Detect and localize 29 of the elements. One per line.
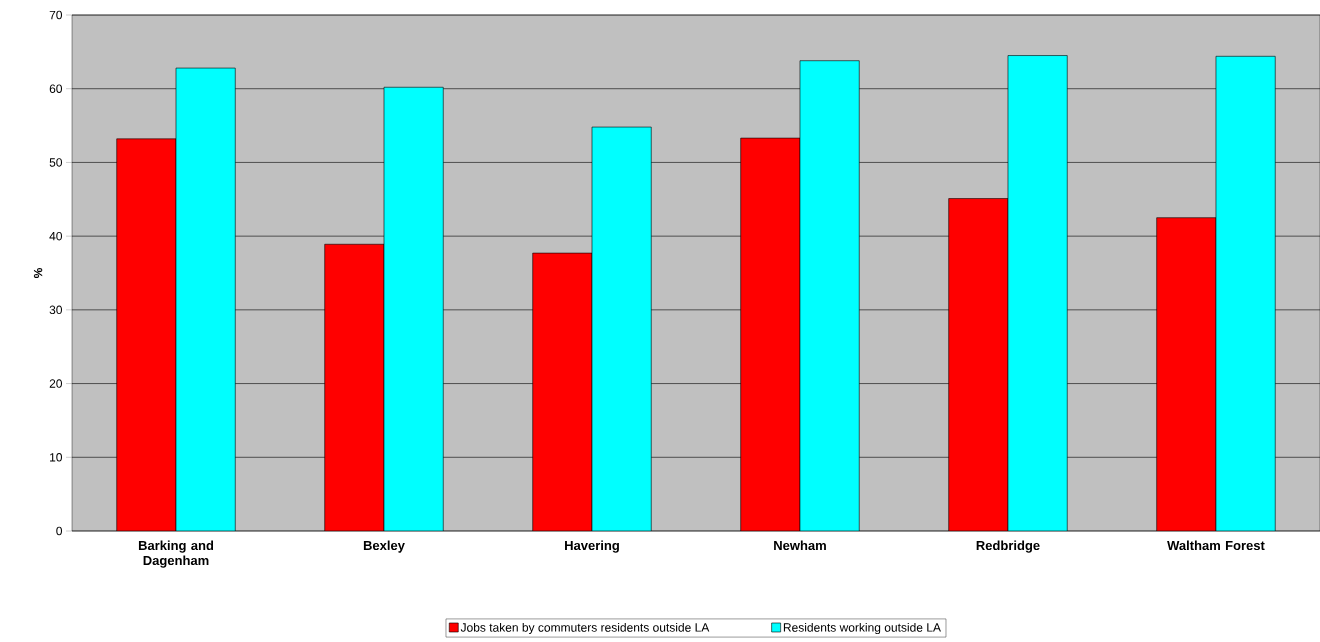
y-tick-label: 20 [49, 379, 63, 388]
bar [175, 67, 236, 531]
y-tick-label: 10 [50, 453, 63, 462]
bar [532, 252, 593, 531]
bar [383, 86, 444, 531]
legend-label: Jobs taken by commuters residents outside LA [460, 622, 710, 635]
y-tick-label: 70 [49, 10, 63, 20]
y-tick-label: 40 [49, 231, 63, 241]
bar [1215, 55, 1276, 531]
x-tick-label: Waltham Forest [1167, 540, 1265, 551]
bar [1007, 55, 1068, 531]
x-tick-label: Barking and Dagenham [138, 540, 214, 568]
bar [948, 198, 1009, 531]
bar [1156, 217, 1217, 531]
y-tick-label: 30 [49, 305, 63, 315]
y-tick-label: 50 [49, 158, 63, 167]
x-tick-label: Havering [565, 540, 619, 553]
x-tick-label: Newham [774, 540, 826, 551]
y-tick-label: 60 [49, 84, 63, 93]
y-axis-title: % [33, 267, 43, 279]
bar [324, 243, 385, 531]
x-tick-label: Bexley [363, 540, 405, 553]
legend-label: Residents working outside LA [783, 622, 941, 635]
bar [116, 138, 177, 531]
y-tick-label: 0 [56, 526, 63, 536]
bar [591, 126, 652, 531]
bar [740, 137, 801, 531]
bar [799, 60, 860, 531]
x-tick-label: Redbridge [976, 540, 1040, 553]
